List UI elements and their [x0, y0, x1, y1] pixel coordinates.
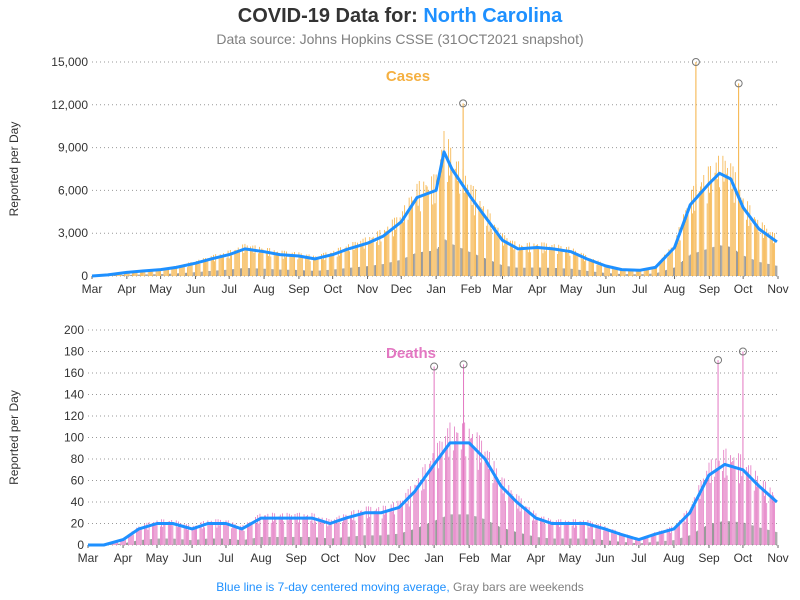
y-tick-label: 80	[71, 452, 85, 466]
x-tick-label: Dec	[391, 282, 412, 296]
y-tick-label: 200	[64, 323, 84, 337]
x-tick-label: Oct	[734, 282, 753, 296]
x-tick-label: Oct	[321, 551, 340, 565]
x-tick-label: Jul	[632, 282, 647, 296]
y-tick-label: 12,000	[51, 98, 88, 112]
daily-peak-marker	[459, 360, 468, 369]
x-tick-label: Aug	[664, 282, 685, 296]
x-tick-label: Aug	[663, 551, 684, 565]
x-tick-label: Mar	[78, 551, 99, 565]
daily-peak-marker	[738, 347, 747, 356]
x-tick-label: Jun	[182, 551, 201, 565]
y-tick-label: 0	[81, 269, 88, 283]
x-tick-label: Mar	[82, 282, 103, 296]
chart-footnote: Blue line is 7-day centered moving avera…	[0, 580, 800, 594]
x-tick-label: May	[149, 282, 172, 296]
x-tick-label: Apr	[118, 282, 137, 296]
y-tick-label: 15,000	[51, 55, 88, 69]
daily-peak-marker	[459, 99, 468, 108]
y-axis-label: Reported per Day	[7, 122, 21, 217]
x-tick-label: Mar	[492, 282, 513, 296]
y-tick-label: 100	[64, 431, 84, 445]
x-tick-label: May	[146, 551, 169, 565]
x-tick-label: Sep	[698, 551, 720, 565]
y-tick-label: 0	[77, 538, 84, 552]
title-state: North Carolina	[423, 5, 563, 27]
x-tick-label: Apr	[528, 282, 547, 296]
x-tick-label: Apr	[114, 551, 133, 565]
x-tick-label: Jun	[595, 551, 614, 565]
x-tick-label: Jun	[186, 282, 205, 296]
x-tick-label: Feb	[459, 551, 480, 565]
y-tick-label: 6,000	[58, 183, 88, 197]
y-tick-label: 9,000	[58, 141, 88, 155]
y-axis-label: Reported per Day	[7, 390, 21, 485]
moving-average-line	[91, 150, 778, 278]
x-tick-label: Jan	[424, 551, 443, 565]
y-tick-label: 60	[71, 474, 85, 488]
footnote-weekend: Gray bars are weekends	[453, 580, 584, 594]
y-tick-label: 20	[71, 517, 85, 531]
x-tick-label: May	[559, 551, 582, 565]
x-tick-label: Nov	[357, 282, 378, 296]
y-tick-label: 40	[71, 495, 85, 509]
panel-label: Deaths	[386, 345, 436, 362]
x-tick-label: Jul	[222, 282, 237, 296]
title-prefix: COVID-19 Data for:	[237, 5, 418, 27]
y-tick-label: 140	[64, 388, 84, 402]
chart-title: COVID-19 Data for: North Carolina	[0, 5, 800, 28]
footnote-average: Blue line is 7-day centered moving avera…	[216, 580, 450, 594]
y-tick-label: 120	[64, 409, 84, 423]
y-tick-label: 160	[64, 366, 84, 380]
x-tick-label: Feb	[461, 282, 482, 296]
x-tick-label: Mar	[491, 551, 512, 565]
x-tick-label: Apr	[527, 551, 546, 565]
y-tick-label: 180	[64, 345, 84, 359]
panel-label: Cases	[386, 68, 430, 85]
x-tick-label: Aug	[253, 282, 274, 296]
y-tick-label: 3,000	[58, 226, 88, 240]
x-tick-label: Jul	[631, 551, 646, 565]
x-tick-label: Nov	[767, 551, 788, 565]
x-tick-label: Sep	[288, 282, 310, 296]
daily-peak-marker	[714, 356, 723, 365]
x-tick-label: Oct	[734, 551, 753, 565]
x-tick-label: Oct	[323, 282, 342, 296]
daily-peak-marker	[691, 58, 700, 66]
moving-average-line	[88, 441, 778, 547]
x-tick-label: Jan	[426, 282, 445, 296]
x-tick-label: Nov	[767, 282, 788, 296]
x-tick-label: Nov	[354, 551, 375, 565]
x-tick-label: Jun	[596, 282, 615, 296]
daily-peak-marker	[734, 79, 743, 88]
x-tick-label: Dec	[388, 551, 409, 565]
chart-subtitle: Data source: Johns Hopkins CSSE (31OCT20…	[216, 31, 584, 47]
x-tick-label: Jul	[218, 551, 233, 565]
daily-peak-marker	[430, 362, 439, 371]
x-tick-label: Sep	[699, 282, 721, 296]
x-tick-label: May	[560, 282, 583, 296]
x-tick-label: Aug	[250, 551, 271, 565]
x-tick-label: Sep	[285, 551, 307, 565]
